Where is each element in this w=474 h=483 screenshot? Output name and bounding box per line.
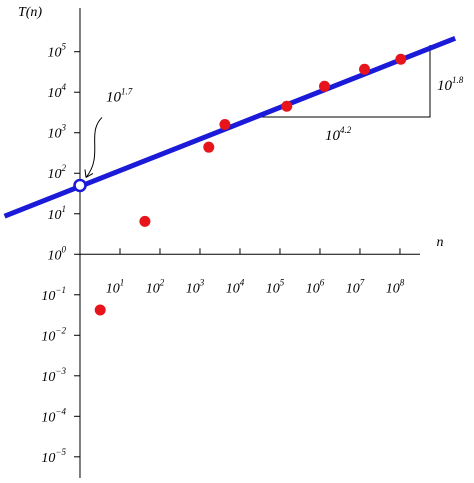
y-tick-label-base: 10 bbox=[41, 451, 55, 466]
y-tick-label-exp: −3 bbox=[55, 366, 66, 376]
x-tick-label-exp: 5 bbox=[280, 277, 285, 287]
x-tick-label-exp: 8 bbox=[400, 277, 405, 287]
y-tick-label: 101 bbox=[47, 204, 66, 223]
x-tick-label: 103 bbox=[186, 277, 205, 296]
x-tick-label-base: 10 bbox=[186, 281, 200, 296]
x-tick-label-base: 10 bbox=[346, 281, 360, 296]
fit-line bbox=[3, 36, 457, 219]
data-point bbox=[219, 118, 231, 130]
data-point bbox=[281, 100, 293, 112]
y-tick-label-exp: 5 bbox=[61, 42, 66, 52]
y-tick-label-exp: 2 bbox=[61, 163, 66, 173]
y-tick-label-exp: −5 bbox=[55, 447, 66, 457]
y-tick-label: 10−1 bbox=[41, 285, 66, 304]
y-tick-label-base: 10 bbox=[41, 329, 55, 344]
x-tick-label: 104 bbox=[226, 277, 245, 296]
x-tick-label: 102 bbox=[146, 277, 165, 296]
x-tick-label-base: 10 bbox=[266, 281, 280, 296]
x-tick-label-base: 10 bbox=[146, 281, 160, 296]
x-axis-label: n bbox=[437, 235, 444, 250]
y-tick-label-exp: −4 bbox=[55, 406, 66, 416]
x-tick-label-exp: 6 bbox=[320, 277, 325, 287]
y-tick-label-base: 10 bbox=[47, 248, 61, 263]
slope-triangle bbox=[255, 45, 431, 118]
y-axis-label: T(n) bbox=[18, 5, 42, 20]
annotation-exp: 1.8 bbox=[452, 75, 464, 85]
y-tick-label: 10−5 bbox=[41, 447, 66, 466]
x-tick-label-base: 10 bbox=[226, 281, 240, 296]
y-tick-label-base: 10 bbox=[47, 208, 61, 223]
annotation-exp: 4.2 bbox=[340, 125, 352, 135]
data-point bbox=[395, 53, 407, 65]
x-tick-label-exp: 3 bbox=[199, 277, 205, 287]
data-point bbox=[319, 80, 331, 92]
data-point bbox=[359, 63, 371, 75]
y-tick-label: 10−2 bbox=[41, 325, 66, 344]
data-point bbox=[139, 215, 151, 227]
data-point bbox=[94, 304, 106, 316]
y-tick-label: 100 bbox=[47, 244, 66, 263]
y-tick-label: 104 bbox=[47, 82, 66, 101]
annotation: 101.7 bbox=[106, 86, 133, 105]
x-tick-label-base: 10 bbox=[106, 281, 120, 296]
y-tick-label-base: 10 bbox=[47, 127, 61, 142]
annotation-arrowhead bbox=[84, 169, 94, 178]
intercept-point bbox=[73, 178, 87, 193]
x-tick-label: 106 bbox=[306, 277, 325, 296]
y-tick-label-base: 10 bbox=[41, 370, 55, 385]
annotation: 104.2 bbox=[325, 125, 352, 144]
x-tick-label-exp: 7 bbox=[360, 277, 365, 287]
annotation-base: 10 bbox=[437, 78, 453, 94]
x-tick-label: 108 bbox=[386, 277, 405, 296]
y-tick-label-base: 10 bbox=[41, 410, 55, 425]
x-tick-label-base: 10 bbox=[306, 281, 320, 296]
y-tick-label-exp: 4 bbox=[61, 82, 66, 92]
data-point bbox=[203, 141, 215, 153]
x-tick-label: 101 bbox=[106, 277, 125, 296]
y-tick-label-base: 10 bbox=[47, 86, 61, 101]
y-tick-label-base: 10 bbox=[47, 46, 61, 61]
x-tick-label-exp: 4 bbox=[240, 277, 245, 287]
x-tick-label: 107 bbox=[346, 277, 365, 296]
x-tick-label: 105 bbox=[266, 277, 285, 296]
x-tick-label-exp: 2 bbox=[160, 277, 165, 287]
annotation-arrow bbox=[85, 117, 103, 178]
y-tick-label-base: 10 bbox=[47, 167, 61, 182]
annotation-base: 10 bbox=[106, 89, 122, 105]
y-tick-label-exp: −1 bbox=[55, 285, 66, 295]
y-tick-label: 102 bbox=[47, 163, 66, 182]
y-tick-label: 103 bbox=[47, 123, 66, 142]
annotation-base: 10 bbox=[325, 128, 341, 144]
annotation: 101.8 bbox=[437, 75, 464, 94]
y-tick-label-base: 10 bbox=[41, 289, 55, 304]
y-tick-label-exp: 3 bbox=[60, 123, 66, 133]
annotation-exp: 1.7 bbox=[121, 86, 133, 96]
y-tick-label: 10−4 bbox=[41, 406, 66, 425]
y-tick-label-exp: 0 bbox=[61, 244, 66, 254]
y-tick-label-exp: 1 bbox=[61, 204, 66, 214]
x-tick-label-exp: 1 bbox=[120, 277, 125, 287]
x-tick-label-base: 10 bbox=[386, 281, 400, 296]
y-tick-label: 10−3 bbox=[41, 366, 66, 385]
y-tick-label: 105 bbox=[47, 42, 66, 61]
y-tick-label-exp: −2 bbox=[55, 325, 66, 335]
